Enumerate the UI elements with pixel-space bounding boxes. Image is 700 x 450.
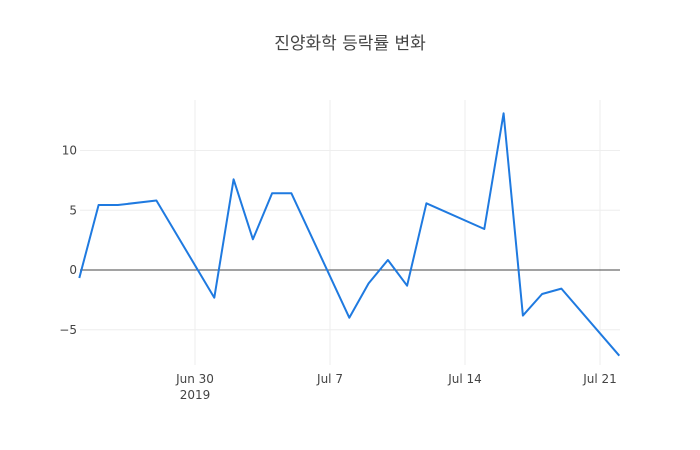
chart-title: 진양화학 등락률 변화: [274, 34, 426, 54]
y-tick-label: −5: [59, 323, 77, 337]
x-tick-label: Jul 21: [582, 372, 617, 386]
y-tick-label: 10: [62, 144, 77, 158]
gridlines: [80, 100, 620, 365]
x-tick-label: Jul 7: [316, 372, 343, 386]
x-tick-year: 2019: [180, 388, 211, 402]
x-tick-label: Jul 14: [447, 372, 482, 386]
y-tick-label: 5: [69, 203, 77, 217]
y-axis-ticks: 10 5 0 −5: [59, 144, 77, 337]
x-axis-ticks: Jun 30 2019 Jul 7 Jul 14 Jul 21: [175, 372, 617, 402]
y-tick-label: 0: [69, 263, 77, 277]
x-tick-label: Jun 30: [175, 372, 214, 386]
series-line: [78, 112, 621, 357]
